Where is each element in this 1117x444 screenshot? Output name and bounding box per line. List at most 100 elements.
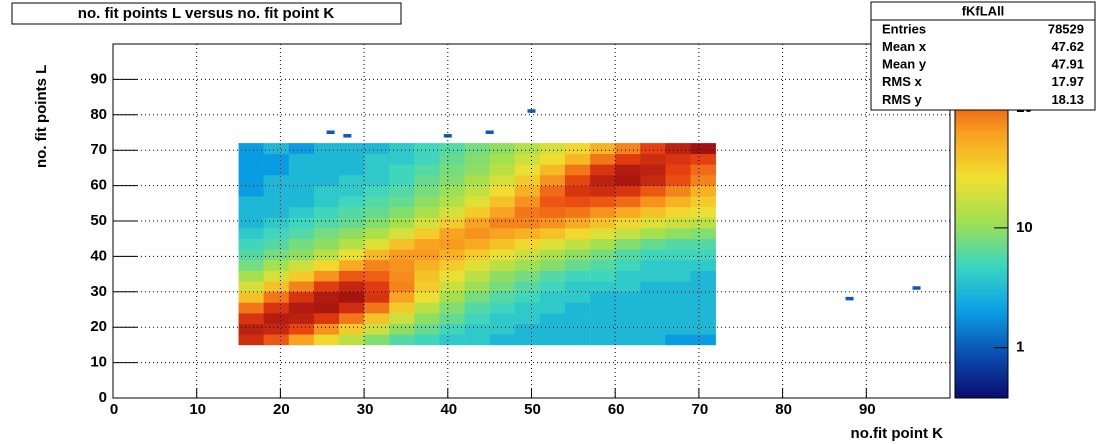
palette-band: [955, 291, 1008, 296]
heatmap-cell: [539, 228, 566, 239]
heatmap-cell: [364, 174, 390, 186]
heatmap-cell: [389, 270, 415, 282]
heatmap-cell: [489, 228, 516, 239]
stats-value: 47.62: [1051, 39, 1084, 54]
heatmap-cell: [338, 281, 365, 293]
palette-band: [955, 141, 1008, 145]
stats-label: RMS y: [882, 92, 923, 107]
palette-band: [955, 164, 1008, 169]
heatmap-cell: [364, 143, 390, 155]
palette-band: [955, 138, 1008, 142]
heatmap-cell: [539, 313, 566, 324]
heatmap-cell: [615, 185, 641, 197]
heatmap-cell: [364, 281, 390, 293]
palette-band: [955, 347, 1008, 352]
heatmap-cell: [238, 164, 264, 176]
heatmap-cell: [514, 313, 541, 324]
heatmap-cell: [690, 143, 716, 155]
heatmap-cell: [590, 143, 616, 155]
heatmap-cell: [414, 228, 440, 239]
heatmap-cell: [439, 238, 465, 250]
heatmap-cell: [615, 313, 641, 324]
heatmap-cell: [514, 270, 541, 282]
heatmap-cell: [564, 185, 591, 197]
heatmap-cell: [238, 238, 264, 250]
heatmap-cell: [343, 134, 352, 138]
stats-title: fKfLAll: [962, 3, 1005, 18]
heatmap-cell: [640, 313, 666, 324]
palette-band: [955, 241, 1008, 246]
heatmap-cell: [489, 164, 516, 176]
palette-band: [955, 288, 1008, 293]
heatmap-cell: [414, 143, 440, 155]
heatmap-cell: [414, 281, 440, 293]
heatmap-cell: [464, 270, 490, 282]
palette-band: [955, 392, 1008, 396]
heatmap-cell: [263, 238, 290, 250]
heatmap-cell: [690, 153, 716, 165]
heatmap-cell: [439, 228, 465, 239]
palette-band: [955, 339, 1008, 343]
heatmap-cell: [590, 185, 616, 197]
heatmap-cell: [489, 259, 516, 271]
y-tick-label: 40: [90, 247, 107, 264]
palette-band: [955, 309, 1008, 313]
heatmap-cell: [489, 185, 516, 197]
heatmap-cell: [640, 291, 666, 303]
heatmap-cell: [615, 206, 641, 218]
palette-band: [955, 303, 1008, 308]
heatmap-cell: [313, 291, 340, 303]
heatmap-cell: [640, 238, 666, 250]
x-tick-label: 50: [524, 401, 541, 418]
heatmap-cell: [514, 174, 541, 186]
heatmap-cell: [615, 323, 641, 335]
heatmap-cell: [464, 153, 490, 165]
palette-band: [955, 333, 1008, 337]
heatmap-cell: [615, 196, 641, 208]
palette-band: [955, 147, 1008, 151]
heatmap-cell: [665, 281, 691, 293]
heatmap-cell: [238, 281, 264, 293]
heatmap-cell: [489, 206, 516, 218]
heatmap-cell: [238, 259, 264, 271]
heatmap-cell: [539, 259, 566, 271]
heatmap-cell: [439, 270, 465, 282]
heatmap-cell: [640, 174, 666, 186]
heatmap-cell: [912, 286, 921, 290]
heatmap-cell: [389, 185, 415, 197]
heatmap-cell: [389, 217, 415, 229]
heatmap-cell: [364, 228, 390, 239]
heatmap-cell: [489, 323, 516, 335]
palette-band: [955, 200, 1008, 204]
heatmap-cell: [615, 217, 641, 229]
x-tick-label: 40: [440, 401, 457, 418]
heatmap-cell: [615, 334, 641, 346]
heatmap-cell: [263, 302, 290, 314]
palette-band: [955, 368, 1008, 372]
heatmap-cell: [389, 334, 415, 346]
heatmap-cell: [288, 164, 315, 176]
heatmap-cell: [464, 196, 490, 208]
heatmap-cell: [288, 323, 315, 335]
palette-band: [955, 389, 1008, 393]
heatmap-cell: [690, 228, 716, 239]
heatmap-cell: [489, 143, 516, 155]
palette-band: [955, 221, 1008, 225]
palette-band: [955, 114, 1008, 119]
heatmap-cell: [364, 196, 390, 208]
heatmap-cell: [564, 174, 591, 186]
heatmap-cell: [690, 206, 716, 218]
palette-band: [955, 232, 1008, 237]
heatmap-cell: [263, 259, 290, 271]
heatmap-cell: [489, 334, 516, 346]
palette-band: [955, 265, 1008, 269]
heatmap-cell: [514, 196, 541, 208]
heatmap-cell: [439, 164, 465, 176]
heatmap-cell: [464, 334, 490, 346]
heatmap-cell: [288, 281, 315, 293]
heatmap-cell: [238, 185, 264, 197]
heatmap-cell: [590, 334, 616, 346]
heatmap-cell: [615, 291, 641, 303]
heatmap-cell: [485, 130, 494, 134]
heatmap-cell: [514, 323, 541, 335]
